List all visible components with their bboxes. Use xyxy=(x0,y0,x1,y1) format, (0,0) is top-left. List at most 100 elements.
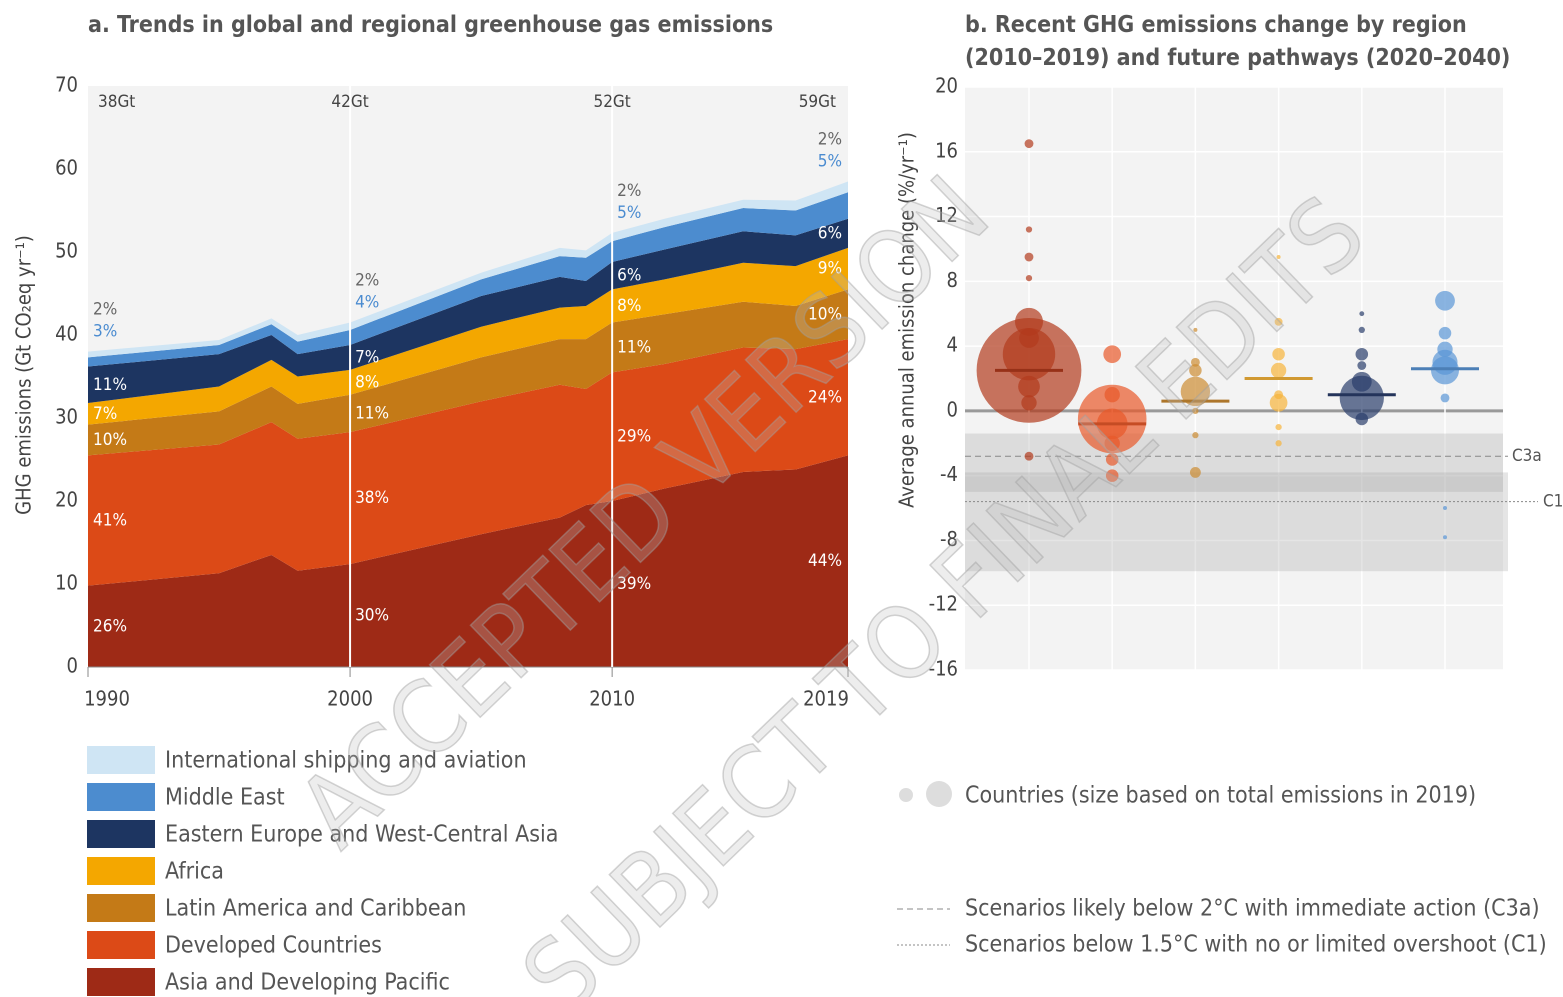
country-dot xyxy=(1192,432,1199,439)
area xyxy=(88,339,848,586)
country-dot xyxy=(1437,341,1453,358)
area xyxy=(88,247,848,425)
country-dot xyxy=(1357,361,1367,370)
country-dot xyxy=(1192,407,1199,415)
country-dot xyxy=(1025,274,1033,282)
area xyxy=(88,181,848,358)
share-label: 7% xyxy=(93,404,117,424)
country-dot xyxy=(1193,327,1198,332)
share-label: 4% xyxy=(355,293,379,313)
country-dot xyxy=(1019,328,1039,348)
country-dot xyxy=(1358,326,1365,334)
share-label: 2% xyxy=(617,181,641,201)
country-dot xyxy=(1189,364,1202,377)
country-dot xyxy=(1355,412,1369,426)
share-label: 2% xyxy=(355,271,379,291)
country-dot xyxy=(1024,451,1034,461)
chart-title: (2010–2019) and future pathways (2020–20… xyxy=(965,45,1510,71)
legend-dot xyxy=(899,788,913,802)
y-tick-label: 4 xyxy=(947,333,958,357)
country-dot xyxy=(1435,290,1455,311)
share-label: 24% xyxy=(808,387,842,407)
legend-swatch xyxy=(87,894,155,922)
y-tick-label: 10 xyxy=(55,571,78,595)
legend-label: Eastern Europe and West-Central Asia xyxy=(165,822,558,848)
country-dot xyxy=(1274,390,1284,400)
country-dot xyxy=(1270,362,1287,379)
y-tick-label: -16 xyxy=(929,657,958,681)
share-label: 26% xyxy=(93,616,127,636)
country-dot xyxy=(1440,393,1450,403)
y-axis-label: Average annual emission change (%/yr⁻¹) xyxy=(895,132,919,508)
share-label: 8% xyxy=(355,372,379,392)
country-dot xyxy=(1104,435,1120,451)
share-label: 5% xyxy=(617,203,641,223)
legend-label: Asia and Developing Pacific xyxy=(165,970,450,996)
legend-swatch xyxy=(87,968,155,996)
legend-swatch xyxy=(87,857,155,885)
share-label: 9% xyxy=(818,259,842,279)
country-dot xyxy=(1180,376,1211,407)
y-tick-label: 70 xyxy=(55,73,78,97)
legend-swatch xyxy=(87,931,155,959)
legend-swatch xyxy=(87,746,155,774)
country-dot xyxy=(1359,311,1365,317)
legend-label: Scenarios below 1.5°C with no or limited… xyxy=(965,932,1547,958)
country-dot xyxy=(1018,375,1040,398)
y-tick-label: 16 xyxy=(935,138,958,162)
legend-label: Latin America and Caribbean xyxy=(165,896,466,922)
y-tick-label: -8 xyxy=(940,527,958,551)
country-dot xyxy=(1189,467,1201,478)
share-label: 2% xyxy=(93,300,117,320)
country-dot xyxy=(1002,328,1056,381)
scenario-range xyxy=(965,472,1508,572)
country-dot xyxy=(1105,469,1119,482)
country-dot xyxy=(1275,423,1282,431)
country-dot xyxy=(1339,375,1384,421)
y-tick-label: 8 xyxy=(947,268,958,292)
x-tick-label: 2010 xyxy=(589,687,635,711)
legend-swatch xyxy=(87,783,155,811)
share-label: 41% xyxy=(93,511,127,531)
share-label: 10% xyxy=(93,430,127,450)
legend-label: Africa xyxy=(165,859,224,885)
share-label: 10% xyxy=(808,304,842,324)
chart-title: b. Recent GHG emissions change by region xyxy=(965,12,1467,38)
legend-dot xyxy=(926,781,952,807)
share-label: 5% xyxy=(818,151,842,171)
share-label: 2% xyxy=(818,129,842,149)
y-tick-label: 20 xyxy=(935,74,958,98)
y-tick-label: 0 xyxy=(67,654,78,678)
total-label: 59Gt xyxy=(799,92,836,112)
share-label: 3% xyxy=(93,322,117,342)
country-dot xyxy=(1021,395,1037,411)
country-dot xyxy=(1190,357,1200,367)
country-dot xyxy=(1272,347,1285,361)
scenario-label: C3a xyxy=(1512,446,1542,466)
y-tick-label: 40 xyxy=(55,322,78,346)
country-dot xyxy=(1355,347,1369,361)
share-label: 29% xyxy=(617,427,651,447)
share-label: 11% xyxy=(93,375,127,395)
country-dot xyxy=(1269,393,1288,412)
total-label: 42Gt xyxy=(331,92,368,112)
y-tick-label: 60 xyxy=(55,156,78,180)
scenario-range xyxy=(965,433,1503,492)
share-label: 44% xyxy=(808,551,842,571)
country-dot xyxy=(1274,317,1283,326)
chart-title: a. Trends in global and regional greenho… xyxy=(88,12,773,38)
scenario-label: C1 xyxy=(1543,492,1563,512)
country-dot xyxy=(1103,345,1122,364)
legend-label: Middle East xyxy=(165,785,285,811)
y-tick-label: -4 xyxy=(940,462,958,486)
y-tick-label: 30 xyxy=(55,405,78,429)
country-dot xyxy=(1276,255,1281,260)
share-label: 30% xyxy=(355,606,389,626)
share-label: 6% xyxy=(818,223,842,243)
legend-label: Developed Countries xyxy=(165,933,382,959)
total-label: 38Gt xyxy=(98,92,135,112)
legend-swatch xyxy=(87,820,155,848)
share-label: 11% xyxy=(355,403,389,423)
country-dot xyxy=(1105,453,1119,466)
